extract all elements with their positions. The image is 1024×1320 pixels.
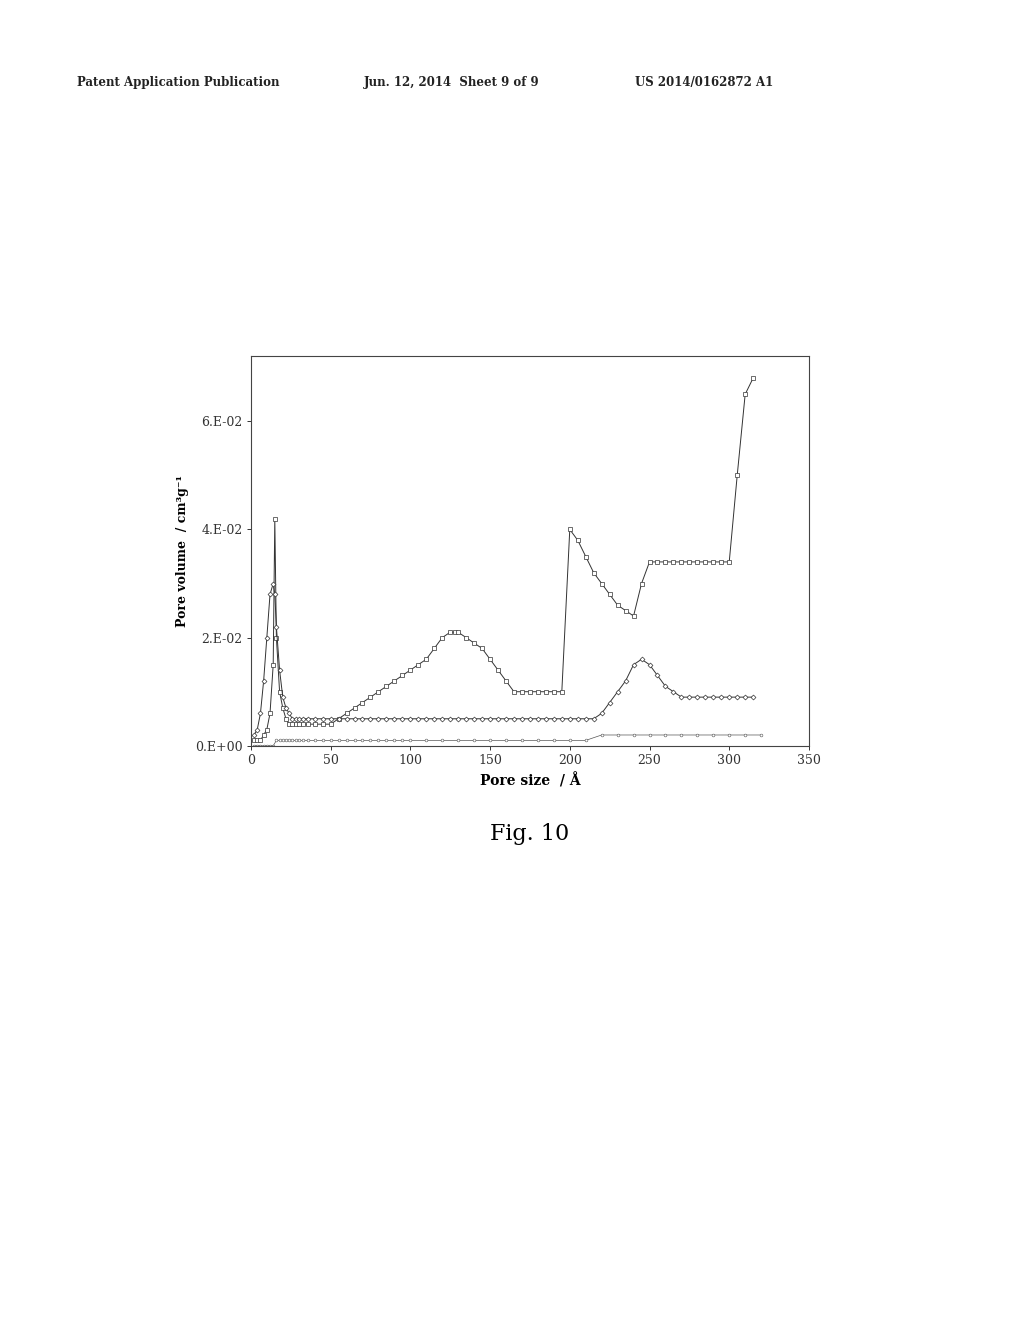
Y-axis label: Pore volume  / cm³g⁻¹: Pore volume / cm³g⁻¹ [176,475,189,627]
Text: Fig. 10: Fig. 10 [489,822,569,845]
Text: Jun. 12, 2014  Sheet 9 of 9: Jun. 12, 2014 Sheet 9 of 9 [364,75,540,88]
Text: US 2014/0162872 A1: US 2014/0162872 A1 [635,75,773,88]
Text: Patent Application Publication: Patent Application Publication [77,75,280,88]
X-axis label: Pore size  / Å: Pore size / Å [479,772,581,788]
